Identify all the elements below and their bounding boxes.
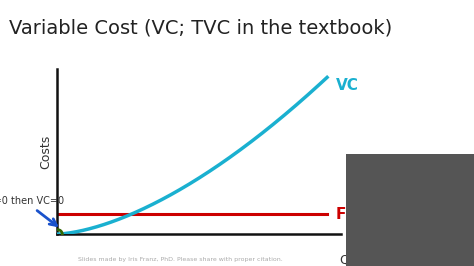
Text: VC: VC <box>336 78 358 93</box>
Y-axis label: Costs: Costs <box>40 135 53 169</box>
Text: Slides made by Iris Franz, PhD. Please share with proper citation.: Slides made by Iris Franz, PhD. Please s… <box>78 257 283 262</box>
Text: Variable Cost (VC; TVC in the textbook): Variable Cost (VC; TVC in the textbook) <box>9 19 393 38</box>
Text: Q=0 then VC=0: Q=0 then VC=0 <box>0 196 64 226</box>
Text: Quan: Quan <box>339 254 372 266</box>
Text: FC: FC <box>336 207 357 222</box>
